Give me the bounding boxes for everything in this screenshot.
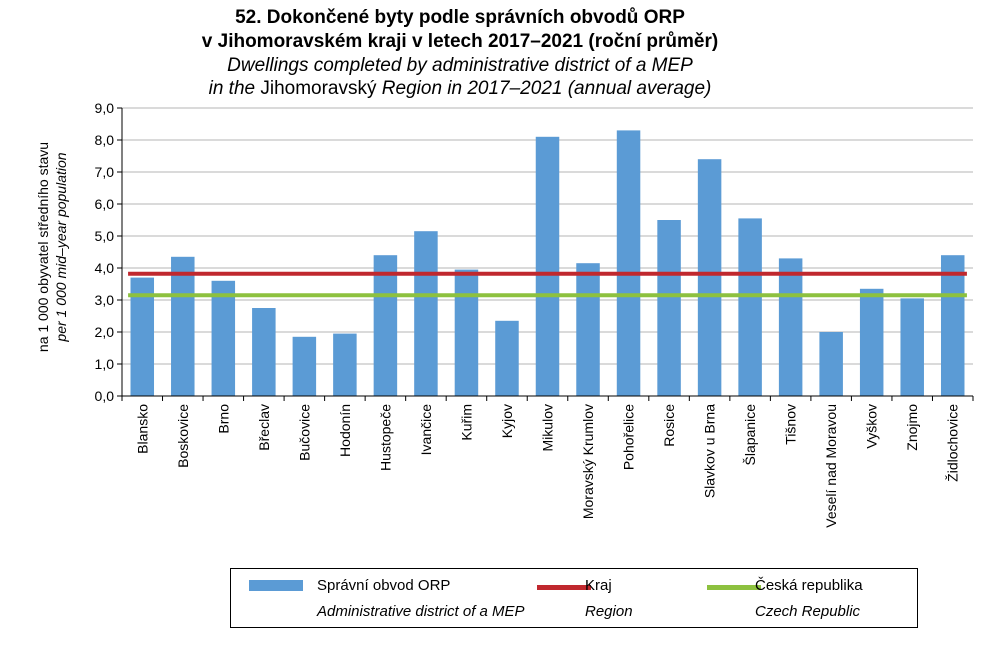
x-category-label: Brno	[215, 404, 231, 434]
x-category-label: Kuřim	[458, 404, 474, 441]
y-tick-label: 0,0	[95, 388, 115, 404]
y-axis-label-en: per 1 000 mid–year population	[53, 152, 69, 342]
bar	[900, 298, 924, 396]
x-category-label: Židlochovice	[945, 404, 961, 482]
bars	[130, 130, 965, 397]
y-tick-label: 2,0	[95, 324, 115, 340]
bar	[333, 333, 357, 396]
x-category-label: Bučovice	[296, 404, 312, 461]
title-line-4b: Jihomoravský	[260, 78, 377, 99]
y-tick-label: 5,0	[95, 228, 115, 244]
y-tick-label: 4,0	[95, 260, 115, 276]
title-line-4c: Region in 2017–2021 (annual average)	[376, 78, 712, 99]
bar	[819, 332, 843, 396]
bar	[859, 288, 884, 396]
x-category-label: Pohořelice	[621, 404, 637, 470]
y-tick-label: 7,0	[95, 164, 115, 180]
bar	[414, 231, 438, 396]
y-tick-labels: 0,0 1,0 2,0 3,0 4,0 5,0 6,0 7,0 8,0 9,0	[95, 100, 115, 404]
x-category-label: Břeclav	[256, 404, 272, 451]
x-category-label: Boskovice	[175, 404, 191, 468]
bar	[373, 255, 398, 396]
legend-swatch-cr	[707, 585, 761, 590]
x-category-label: Šlapanice	[742, 404, 758, 466]
chart-title: 52. Dokončené byty podle správních obvod…	[0, 6, 920, 100]
bar	[292, 336, 317, 396]
title-line-4a: in the	[208, 78, 261, 99]
bar	[535, 136, 560, 397]
legend: Správní obvod ORP Administrative distric…	[230, 568, 918, 628]
legend-label-cz: Kraj	[585, 577, 612, 594]
legend-label-cz: Česká republika	[755, 577, 863, 594]
legend-label-en: Czech Republic	[755, 603, 861, 620]
bar	[697, 159, 722, 396]
x-category-label: Hodonín	[337, 404, 353, 457]
x-category-label: Vyškov	[864, 404, 880, 449]
legend-swatch-kraj	[537, 585, 591, 590]
legend-swatch-orp	[249, 580, 303, 591]
y-tick-label: 8,0	[95, 132, 115, 148]
bar	[738, 218, 762, 396]
y-axis-label-cz: na 1 000 obyvatel středního stavu	[35, 142, 51, 352]
title-line-3: Dwellings completed by administrative di…	[227, 55, 693, 76]
y-tick-label: 6,0	[95, 196, 115, 212]
x-category-label: Mikulov	[540, 404, 556, 451]
x-category-label: Kyjov	[499, 404, 515, 438]
legend-label-en: Administrative district of a MEP	[317, 603, 525, 620]
x-category-label: Tišnov	[783, 404, 799, 445]
title-line-4: in the Jihomoravský Region in 2017–2021 …	[0, 77, 920, 100]
bar	[211, 280, 236, 396]
bar	[778, 258, 803, 396]
bar	[171, 256, 195, 396]
title-line-1: 52. Dokončené byty podle správních obvod…	[235, 7, 685, 28]
x-category-label: Rosice	[661, 404, 677, 447]
y-tick-label: 9,0	[95, 100, 115, 116]
bar	[454, 269, 479, 396]
x-category-label: Moravský Krumlov	[580, 404, 596, 519]
bar	[940, 255, 965, 396]
bar-chart: 0,0 1,0 2,0 3,0 4,0 5,0 6,0 7,0 8,0 9,0 Blansko Bo…	[35, 100, 974, 528]
bar	[495, 320, 519, 396]
x-category-label: Ivančice	[418, 404, 434, 456]
bar	[576, 263, 600, 396]
legend-label-en: Region	[585, 603, 633, 620]
x-category-labels: Blansko Boskovice Brno Břeclav Bučovice Hodon…	[134, 404, 960, 528]
axes	[117, 107, 974, 401]
title-line-2: v Jihomoravském kraji v letech 2017–2021…	[201, 31, 719, 52]
x-category-label: Znojmo	[904, 404, 920, 451]
bar	[657, 220, 681, 396]
y-tick-label: 1,0	[95, 356, 115, 372]
x-category-label: Blansko	[134, 404, 150, 454]
reference-lines	[128, 271, 967, 298]
y-tick-label: 3,0	[95, 292, 115, 308]
bar	[252, 308, 276, 396]
x-category-label: Hustopeče	[377, 404, 393, 471]
x-category-label: Slavkov u Brna	[702, 404, 718, 498]
bar	[130, 277, 155, 396]
bar	[616, 130, 641, 396]
legend-label-cz: Správní obvod ORP	[317, 577, 451, 594]
x-category-label: Veselí nad Moravou	[823, 404, 839, 528]
